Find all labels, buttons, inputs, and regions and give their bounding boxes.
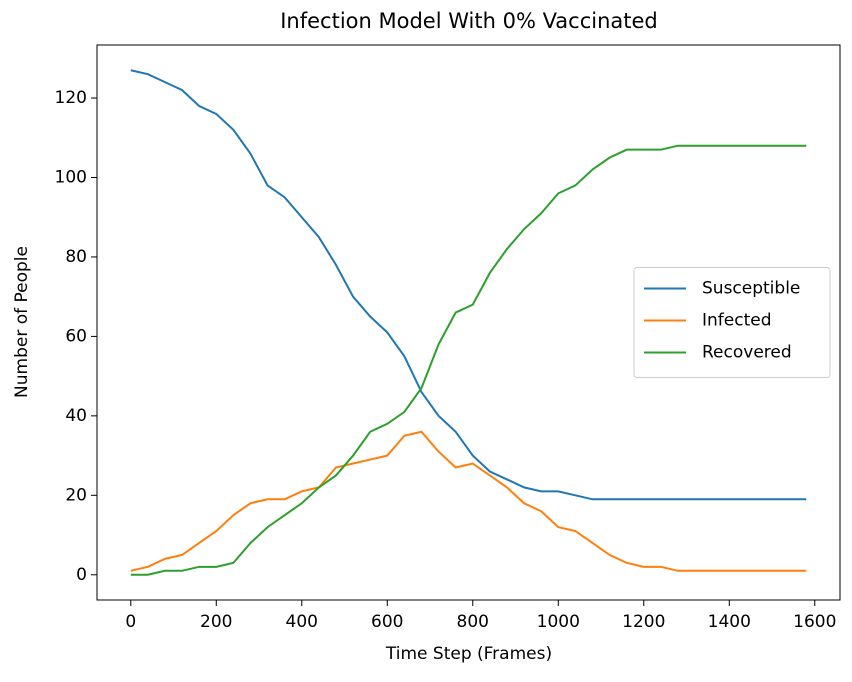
legend-box xyxy=(633,267,831,378)
y-tick-label: 60 xyxy=(65,326,87,346)
x-tick-label: 600 xyxy=(371,612,403,632)
y-tick-label: 80 xyxy=(65,247,87,267)
y-tick-label: 100 xyxy=(55,167,87,187)
series-line xyxy=(130,69,807,501)
x-tick-label: 1400 xyxy=(708,612,751,632)
y-tick-label: 20 xyxy=(65,485,87,505)
chart-title: Infection Model With 0% Vaccinated xyxy=(280,9,658,33)
x-tick-label: 1600 xyxy=(793,612,836,632)
series-line xyxy=(130,144,807,576)
x-tick-label: 1200 xyxy=(622,612,665,632)
x-tick-label: 400 xyxy=(286,612,318,632)
y-axis-label: Number of People xyxy=(12,246,32,398)
y-tick-label: 40 xyxy=(65,406,87,426)
x-tick-label: 800 xyxy=(457,612,489,632)
series-line xyxy=(130,430,807,572)
y-tick-label: 120 xyxy=(55,88,87,108)
legend-label: Susceptible xyxy=(702,279,800,299)
plot-frame xyxy=(96,44,841,601)
x-tick-label: 1000 xyxy=(537,612,580,632)
x-axis-label: Time Step (Frames) xyxy=(385,644,552,664)
legend-label: Recovered xyxy=(702,343,792,363)
y-tick-label: 0 xyxy=(76,565,87,585)
x-tick-label: 0 xyxy=(125,612,136,632)
x-tick-label: 200 xyxy=(200,612,232,632)
legend-label: Infected xyxy=(702,311,772,331)
